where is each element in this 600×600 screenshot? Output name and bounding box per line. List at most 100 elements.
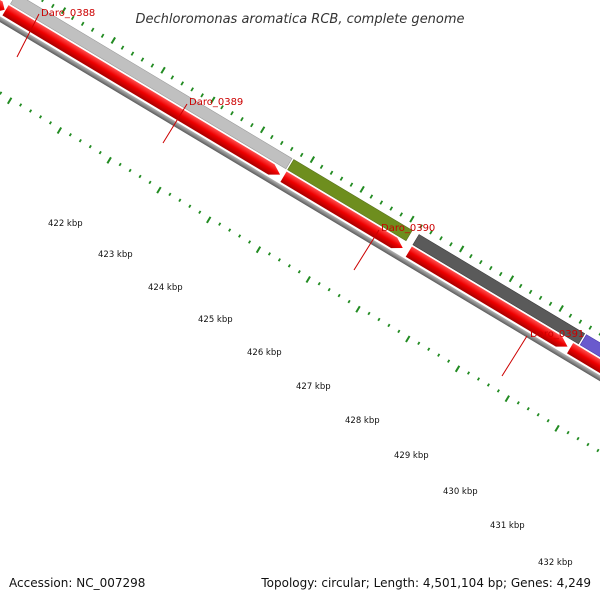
inner-minor-tick (437, 353, 441, 357)
outer-major-tick (558, 304, 564, 313)
inner-minor-tick (267, 252, 271, 256)
outer-minor-tick (329, 170, 334, 175)
inner-major-tick (206, 216, 212, 224)
gene-label-daro-0390[interactable]: Daro_0390 (381, 223, 435, 234)
inner-major-tick (355, 305, 361, 313)
outer-minor-tick (130, 51, 135, 56)
outer-minor-tick (299, 152, 304, 158)
inner-major-tick (454, 365, 461, 373)
kbp-label-429: 429 kbp (394, 451, 429, 461)
inner-minor-tick (277, 258, 281, 262)
inner-minor-tick (486, 383, 490, 387)
inner-minor-tick (347, 299, 351, 304)
outer-minor-tick (439, 236, 443, 241)
feature-daro-0391[interactable] (412, 234, 586, 345)
outer-minor-tick (518, 283, 523, 289)
outer-minor-tick (279, 140, 284, 146)
outer-minor-tick (498, 271, 503, 277)
inner-major-tick (405, 335, 411, 343)
inner-major-tick (156, 186, 162, 194)
outer-minor-tick (41, 0, 45, 3)
inner-major-tick (504, 395, 510, 403)
inner-minor-tick (188, 204, 192, 209)
outer-minor-tick (150, 63, 155, 68)
outer-major-tick (60, 7, 67, 15)
inner-minor-tick (178, 198, 182, 203)
outer-minor-tick (429, 230, 433, 235)
inner-minor-tick (218, 222, 222, 226)
inner-minor-tick (128, 168, 132, 173)
outer-major-tick (210, 96, 216, 104)
inner-tick-marks (0, 91, 600, 453)
inner-minor-tick (19, 103, 23, 107)
label-leader-daro-0390 (353, 229, 380, 271)
feature-daro-0388-0389[interactable] (10, 0, 293, 170)
outer-minor-tick (449, 242, 453, 247)
gene-label-daro-0391[interactable]: Daro_0391 (530, 329, 584, 340)
inner-minor-tick (427, 347, 431, 351)
outer-minor-tick (100, 33, 105, 38)
outer-minor-tick (488, 265, 493, 271)
map-title: Dechloromonas aromatica RCB, complete ge… (135, 12, 464, 27)
kbp-label-431: 431 kbp (490, 521, 525, 531)
inner-minor-tick (417, 341, 421, 346)
outer-major-tick (359, 185, 365, 193)
topology-text: Topology: circular; Length: 4,501,104 bp… (260, 576, 591, 590)
outer-minor-tick (240, 116, 244, 122)
cds-arrow-daro-0391[interactable] (405, 246, 571, 351)
inner-minor-tick (496, 389, 500, 393)
outer-minor-tick (230, 111, 234, 116)
outer-major-tick (508, 275, 515, 283)
outer-minor-tick (319, 164, 324, 169)
inner-minor-tick (29, 109, 33, 113)
gene-label-daro-0388[interactable]: Daro_0388 (41, 8, 95, 19)
outer-minor-tick (479, 259, 483, 265)
cds-arrow-daro-0390[interactable] (280, 171, 405, 254)
inner-minor-tick (377, 317, 381, 322)
outer-minor-tick (180, 81, 185, 86)
label-leader-daro-0389 (162, 103, 188, 144)
feature-daro-0390[interactable] (287, 159, 413, 242)
outer-major-tick (309, 156, 316, 164)
inner-major-tick (255, 246, 262, 254)
inner-minor-tick (78, 138, 82, 143)
inner-minor-tick (228, 228, 232, 232)
inner-minor-tick (248, 240, 252, 244)
outer-minor-tick (200, 93, 204, 98)
inner-minor-tick (297, 270, 301, 274)
outer-minor-tick (80, 21, 85, 27)
accession-text: Accession: NC_007298 (9, 576, 145, 590)
inner-minor-tick (387, 323, 391, 328)
outer-minor-tick (568, 313, 573, 318)
inner-minor-tick (476, 377, 481, 381)
backbone-line (0, 0, 600, 423)
inner-minor-tick (447, 359, 451, 363)
outer-minor-tick (270, 134, 274, 140)
outer-minor-tick (349, 182, 354, 187)
cds-arrow-daro-0389[interactable] (2, 5, 283, 180)
inner-minor-tick (118, 162, 122, 167)
kbp-label-424: 424 kbp (148, 283, 183, 293)
inner-minor-tick (576, 436, 580, 441)
inner-minor-tick (526, 407, 530, 411)
outer-minor-tick (588, 325, 593, 330)
gene-label-daro-0389[interactable]: Daro_0389 (189, 97, 243, 108)
outer-minor-tick (339, 176, 344, 181)
inner-minor-tick (238, 234, 242, 238)
inner-minor-tick (38, 115, 43, 119)
kbp-label-423: 423 kbp (98, 250, 133, 260)
cds-arrow-next[interactable] (567, 343, 600, 411)
kbp-label-432: 432 kbp (538, 558, 573, 568)
outer-minor-tick (250, 122, 254, 128)
outer-minor-tick (289, 146, 294, 152)
outer-minor-tick (190, 87, 194, 92)
kbp-label-427: 427 kbp (296, 382, 331, 392)
inner-minor-tick (327, 287, 331, 292)
outer-minor-tick (419, 224, 423, 229)
feature-next-gene[interactable] (579, 334, 600, 377)
outer-minor-tick (170, 75, 175, 80)
outer-minor-tick (469, 253, 473, 259)
inner-major-tick (554, 424, 560, 432)
inner-minor-tick (546, 418, 550, 423)
